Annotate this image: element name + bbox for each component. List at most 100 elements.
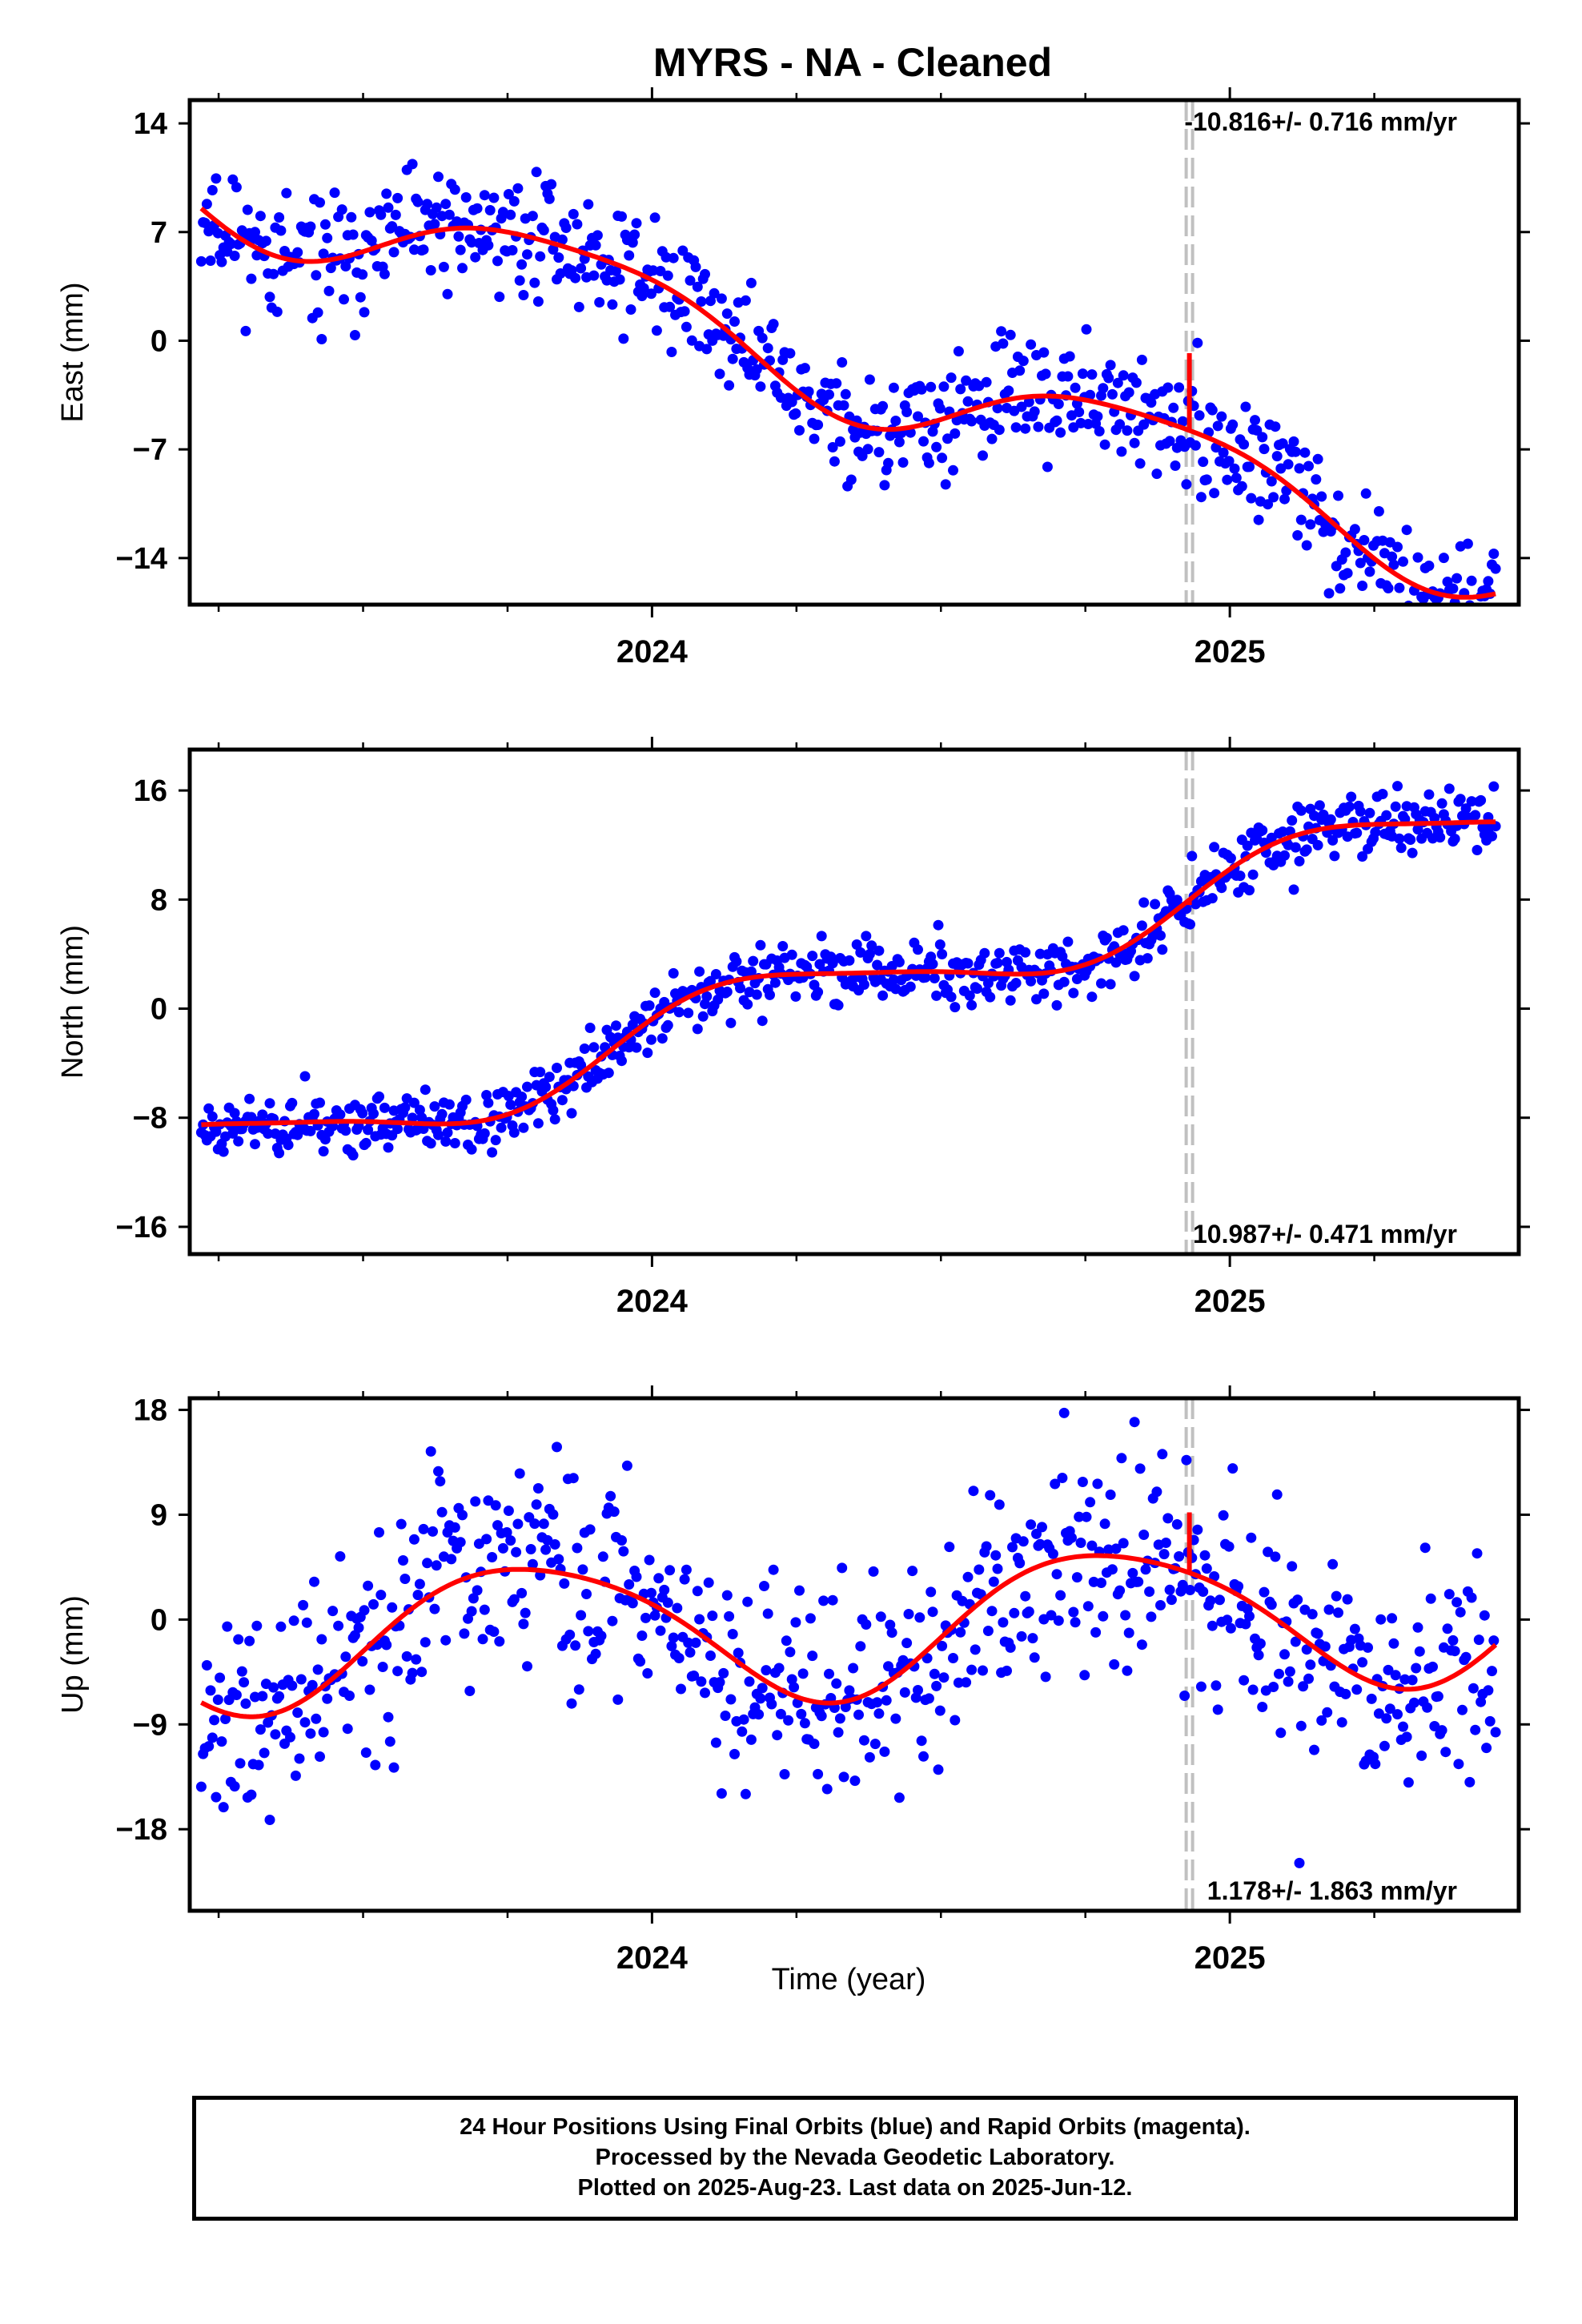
- data-point: [1316, 491, 1327, 502]
- data-point: [311, 270, 322, 281]
- data-point: [631, 1571, 642, 1582]
- data-point: [1236, 480, 1247, 492]
- data-point: [1436, 1725, 1447, 1736]
- data-point: [1068, 987, 1079, 999]
- data-point: [929, 973, 940, 983]
- data-point: [1247, 1684, 1259, 1695]
- data-point: [387, 1602, 398, 1613]
- data-point: [1398, 1721, 1408, 1732]
- data-point: [827, 958, 838, 969]
- data-point: [1312, 839, 1323, 850]
- data-point: [492, 255, 503, 267]
- data-point: [418, 1523, 429, 1534]
- data-point: [740, 1788, 751, 1799]
- data-point: [624, 250, 635, 261]
- data-point: [1096, 1578, 1106, 1588]
- data-point: [195, 255, 207, 267]
- data-point: [625, 304, 636, 315]
- data-point: [283, 1140, 294, 1151]
- data-point: [1390, 1670, 1401, 1681]
- data-point: [199, 217, 211, 228]
- data-point: [1253, 514, 1264, 525]
- data-point: [538, 225, 549, 235]
- data-point: [755, 381, 766, 392]
- data-point: [1138, 419, 1150, 430]
- data-point: [785, 348, 796, 359]
- data-point: [449, 1522, 460, 1533]
- data-point: [583, 199, 594, 210]
- data-point: [312, 1664, 323, 1675]
- data-point: [1103, 372, 1114, 384]
- data-point: [1160, 1538, 1171, 1548]
- data-point: [1158, 1549, 1170, 1560]
- data-point: [1077, 368, 1088, 380]
- data-point: [496, 1122, 507, 1133]
- data-point: [700, 268, 710, 279]
- data-point: [216, 1736, 227, 1747]
- data-point: [1388, 559, 1399, 570]
- data-points: [195, 1407, 1501, 1868]
- data-point: [1174, 1551, 1185, 1562]
- data-point: [1185, 1585, 1195, 1595]
- data-point: [923, 457, 934, 468]
- data-point: [1239, 1675, 1250, 1686]
- data-point: [1309, 1744, 1319, 1755]
- data-point: [1311, 474, 1322, 485]
- data-point: [1438, 553, 1449, 564]
- data-point: [858, 979, 869, 990]
- data-point: [1018, 356, 1029, 367]
- data-point: [396, 1518, 407, 1530]
- data-point: [329, 187, 340, 199]
- data-point: [607, 1615, 618, 1626]
- data-point: [1144, 1586, 1155, 1597]
- data-point: [927, 959, 938, 970]
- data-point: [1227, 1463, 1239, 1474]
- data-point: [566, 1108, 577, 1119]
- data-point: [1099, 439, 1110, 450]
- data-point: [1266, 476, 1277, 487]
- data-point: [1053, 399, 1064, 409]
- data-point: [1440, 1747, 1452, 1758]
- data-point: [797, 1668, 809, 1679]
- data-point: [624, 1579, 635, 1590]
- data-point: [686, 335, 697, 346]
- x-tick-label: 2025: [1195, 634, 1266, 669]
- data-point: [1452, 1597, 1463, 1608]
- data-point: [1316, 1715, 1327, 1726]
- data-point: [765, 989, 775, 1000]
- data-point: [597, 1551, 608, 1562]
- data-point: [1301, 1644, 1312, 1655]
- data-point: [292, 1707, 303, 1719]
- data-point: [263, 1128, 274, 1139]
- data-point: [407, 159, 418, 170]
- data-point: [974, 1564, 985, 1575]
- data-point: [1116, 446, 1127, 457]
- data-point: [1375, 1614, 1387, 1625]
- data-point: [762, 1608, 773, 1619]
- data-point: [222, 1621, 233, 1632]
- data-point: [1005, 995, 1016, 1006]
- data-point: [1351, 1684, 1363, 1695]
- data-point: [1016, 1630, 1027, 1642]
- data-point: [315, 197, 325, 208]
- data-point: [1082, 1601, 1094, 1612]
- data-point: [655, 1625, 666, 1636]
- data-point: [520, 1607, 531, 1618]
- data-point: [535, 251, 546, 262]
- model-curve: [200, 1553, 1498, 1719]
- data-point: [1040, 1671, 1051, 1683]
- data-point: [996, 326, 1007, 337]
- data-point: [1415, 637, 1425, 647]
- data-point: [855, 947, 866, 958]
- data-point: [1373, 1708, 1384, 1719]
- data-point: [518, 290, 529, 300]
- data-point: [1071, 1572, 1082, 1583]
- data-point: [1407, 611, 1418, 621]
- data-point: [724, 1610, 735, 1622]
- data-point: [938, 381, 950, 392]
- data-point: [665, 301, 676, 312]
- data-point: [864, 374, 875, 385]
- data-point: [942, 433, 953, 444]
- data-point: [1305, 1659, 1316, 1671]
